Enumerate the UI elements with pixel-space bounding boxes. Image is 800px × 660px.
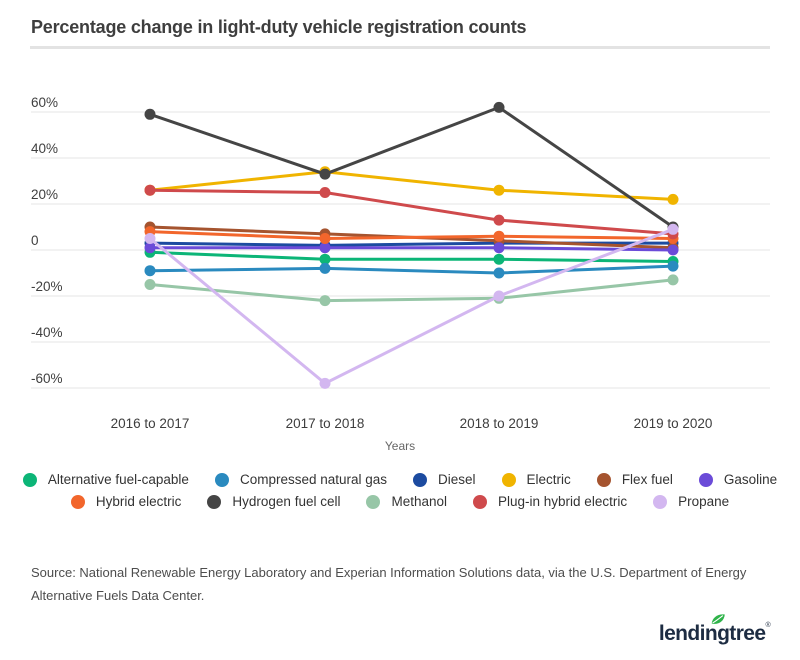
y-axis-tick-label: 20% xyxy=(31,187,58,202)
data-point-alternative-fuel-capable xyxy=(319,253,331,265)
legend-label: Plug-in hybrid electric xyxy=(498,494,628,509)
data-point-plug-in-hybrid-electric xyxy=(144,184,156,196)
data-point-propane xyxy=(667,223,679,235)
legend-label: Hybrid electric xyxy=(95,494,182,509)
data-point-hybrid-electric xyxy=(493,230,505,242)
data-point-propane xyxy=(144,233,156,244)
data-point-hydrogen-fuel-cell xyxy=(493,101,505,113)
legend-label: Gasoline xyxy=(723,472,778,487)
source-attribution: Source: National Renewable Energy Labora… xyxy=(31,565,747,603)
legend-label: Flex fuel xyxy=(621,472,673,487)
legend-row: Alternative fuel-capable Compressed natur… xyxy=(22,472,778,487)
series-line-alternative-fuel-capable xyxy=(148,250,675,263)
legend-item-hydrogen-fuel-cell: Hydrogen fuel cell xyxy=(207,494,340,509)
y-axis-tick-label: -40% xyxy=(31,325,63,340)
legend-swatch xyxy=(413,472,428,487)
logo-text: lendingtree xyxy=(658,622,766,645)
legend-item-compressed-natural-gas: Compressed natural gas xyxy=(214,472,388,487)
legend-swatch xyxy=(207,494,222,509)
legend-label: Hydrogen fuel cell xyxy=(232,494,341,509)
series-line-plug-in-hybrid-electric xyxy=(148,188,675,236)
y-axis-tick-label: -60% xyxy=(31,371,63,386)
legend-item-diesel: Diesel xyxy=(413,472,476,487)
y-axis-tick-label: 0 xyxy=(31,233,39,248)
legend-swatch xyxy=(70,494,85,509)
legend-swatch xyxy=(653,494,668,509)
series-line-propane xyxy=(148,227,675,386)
legend-label: Diesel xyxy=(438,472,476,487)
series-line-compressed-natural-gas xyxy=(148,264,675,275)
series-line-electric xyxy=(148,170,675,201)
title-divider xyxy=(30,46,770,49)
legend-swatch xyxy=(473,494,488,509)
data-point-hydrogen-fuel-cell xyxy=(144,108,156,120)
data-point-methanol xyxy=(319,295,331,307)
legend-label: Compressed natural gas xyxy=(239,472,388,487)
x-axis-tick-label: 2016 to 2017 xyxy=(111,416,190,431)
legend-swatch xyxy=(596,472,611,487)
data-point-compressed-natural-gas xyxy=(667,260,679,272)
x-axis-tick-label: 2017 to 2018 xyxy=(286,416,365,431)
data-point-gasoline xyxy=(493,242,505,254)
legend-item-methanol: Methanol xyxy=(366,494,447,509)
y-axis-tick-label: 60% xyxy=(31,95,58,110)
data-point-gasoline xyxy=(667,244,679,256)
x-axis-tick-label: 2019 to 2020 xyxy=(634,416,713,431)
data-point-methanol xyxy=(667,274,679,286)
legend-swatch xyxy=(698,472,713,487)
series-line-hydrogen-fuel-cell xyxy=(148,105,675,229)
data-point-electric xyxy=(493,184,505,196)
data-point-hybrid-electric xyxy=(319,233,331,244)
legend-swatch xyxy=(22,472,37,487)
x-axis-title: Years xyxy=(385,439,415,453)
y-axis-tick-label: -20% xyxy=(31,279,63,294)
legend-item-electric: Electric xyxy=(501,472,571,487)
legend-row: Hybrid electric Hydrogen fuel cell Methano… xyxy=(70,494,729,509)
legend-label: Alternative fuel-capable xyxy=(47,472,189,487)
data-point-propane xyxy=(319,377,331,389)
legend-item-plug-in-hybrid-electric: Plug-in hybrid electric xyxy=(473,494,627,509)
x-axis-tick-label: 2018 to 2019 xyxy=(460,416,539,431)
line-chart: 60% 40% 20% 0 -20% -40% -60% 2016 to 2017 2017 t… xyxy=(31,95,770,453)
chart-title: Percentage change in light-duty vehicle … xyxy=(31,17,527,37)
legend-label: Electric xyxy=(526,472,571,487)
legend-item-propane: Propane xyxy=(653,494,729,509)
legend-item-alternative-fuel-capable: Alternative fuel-capable xyxy=(22,472,189,487)
legend-label: Propane xyxy=(678,494,730,509)
legend-swatch xyxy=(501,472,516,487)
data-point-compressed-natural-gas xyxy=(144,265,156,277)
legend-item-flex-fuel: Flex fuel xyxy=(596,472,673,487)
data-point-electric xyxy=(667,193,679,205)
data-point-alternative-fuel-capable xyxy=(493,253,505,265)
registered-mark: ® xyxy=(765,622,770,629)
legend-swatch xyxy=(214,472,229,487)
chart-legend: Alternative fuel-capable Compressed natur… xyxy=(0,472,800,509)
legend-label: Methanol xyxy=(391,494,448,509)
data-point-gasoline xyxy=(319,242,331,254)
data-point-plug-in-hybrid-electric xyxy=(319,187,331,198)
legend-item-gasoline: Gasoline xyxy=(698,472,778,487)
data-point-gasoline xyxy=(144,242,156,254)
series-line-hybrid-electric xyxy=(148,230,675,241)
series-line-methanol xyxy=(148,278,675,303)
data-point-compressed-natural-gas xyxy=(493,267,505,279)
leaf-icon xyxy=(711,614,725,624)
data-point-propane xyxy=(493,290,505,302)
logo-wordmark: lendingtree® xyxy=(658,614,771,646)
data-point-methanol xyxy=(144,279,156,290)
legend-item-hybrid-electric: Hybrid electric xyxy=(70,494,182,509)
data-point-hydrogen-fuel-cell xyxy=(319,168,331,180)
legend-swatch xyxy=(366,494,381,509)
lendingtree-logo: lendingtree® xyxy=(658,612,771,646)
series-line-gasoline xyxy=(148,246,675,252)
data-point-plug-in-hybrid-electric xyxy=(493,214,505,226)
y-axis-tick-label: 40% xyxy=(31,141,58,156)
data-point-compressed-natural-gas xyxy=(319,262,331,274)
